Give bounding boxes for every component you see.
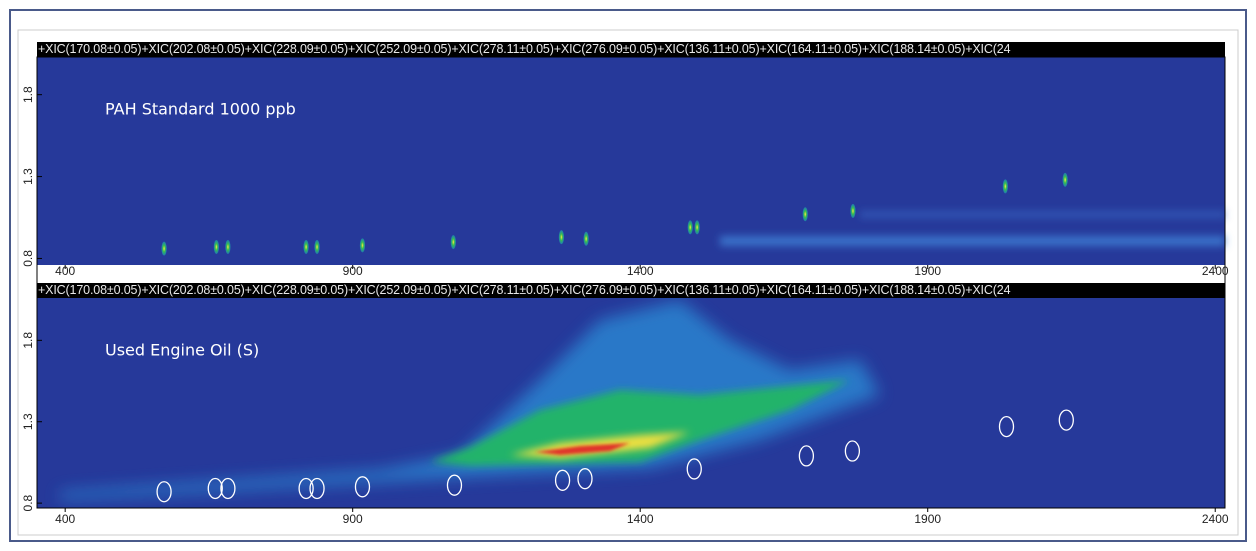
x-tick-label: 2400 (1202, 264, 1229, 278)
x-tick-label: 1400 (627, 512, 654, 526)
unresolved-hump (60, 300, 880, 500)
peak-circle (554, 469, 571, 491)
peak-circle (354, 476, 371, 498)
x-tick-label: 900 (343, 264, 363, 278)
header-bar (37, 283, 1225, 298)
y-tick-label: 1.3 (21, 168, 35, 185)
peak (225, 239, 231, 254)
peak-circle (798, 445, 815, 467)
peak (687, 220, 693, 235)
peak-circle (844, 440, 861, 462)
x-tick-label: 1900 (914, 512, 941, 526)
peak (213, 239, 220, 254)
peak-circle (446, 474, 463, 496)
y-tick-label: 1.3 (21, 413, 35, 430)
x-tick-label: 2400 (1202, 512, 1229, 526)
plot-border (36, 56, 1226, 509)
plot-area (37, 57, 1225, 265)
header-bar (37, 42, 1225, 57)
peak (450, 235, 456, 250)
peak-circle (207, 477, 223, 500)
streaks (720, 211, 1225, 246)
x-tick-label: 400 (55, 264, 75, 278)
peak (314, 239, 320, 254)
peak (1002, 179, 1008, 194)
peak (161, 241, 167, 256)
peak-circle (220, 477, 236, 500)
header-text: +XIC(170.08±0.05)+XIC(202.08±0.05)+XIC(2… (38, 283, 1011, 297)
y-tick-label: 0.8 (21, 250, 35, 267)
panel-title: PAH Standard 1000 ppb (105, 100, 296, 119)
peak (303, 239, 309, 254)
peak-circle (1058, 409, 1074, 431)
peak-circle (577, 468, 593, 490)
peak (850, 203, 856, 218)
peak (694, 220, 700, 235)
peak-circle (156, 481, 172, 503)
peak-circle (998, 415, 1015, 438)
peak-circle (298, 477, 314, 500)
peak (359, 238, 366, 253)
x-tick-label: 1400 (627, 264, 654, 278)
x-tick-label: 900 (343, 512, 363, 526)
peak-circle (309, 477, 325, 500)
peak (802, 207, 808, 222)
header-text: +XIC(170.08±0.05)+XIC(202.08±0.05)+XIC(2… (38, 42, 1011, 56)
x-tick-label: 1900 (914, 264, 941, 278)
peak (1062, 172, 1068, 187)
peak (558, 230, 565, 245)
y-tick-label: 1.8 (21, 332, 35, 349)
peak-circle (686, 458, 702, 480)
panel-title: Used Engine Oil (S) (105, 341, 259, 360)
y-tick-label: 1.8 (21, 86, 35, 103)
x-tick-label: 400 (55, 512, 75, 526)
y-tick-label: 0.8 (21, 494, 35, 511)
peak (583, 231, 589, 246)
